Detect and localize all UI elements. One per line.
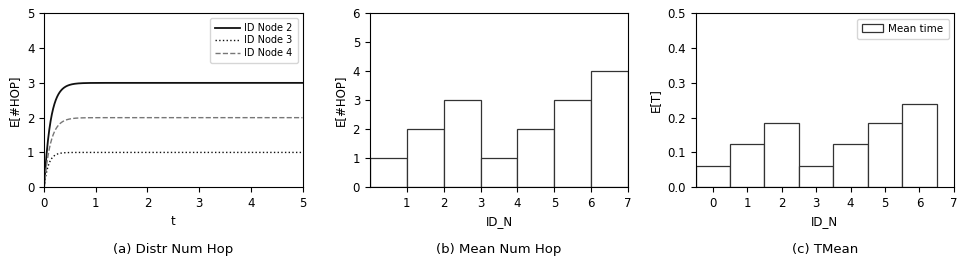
ID Node 2 [164, 81, 176, 84]
Bar [407, 129, 443, 187]
ID Node 4 [157, 116, 169, 119]
ID Node 4 [290, 116, 301, 119]
Bar [764, 123, 799, 187]
Bar [518, 129, 554, 187]
ID Node 2 [242, 81, 253, 84]
Title: (a) Distr Num Hop: (a) Distr Num Hop [113, 243, 234, 256]
ID Node 3 [297, 151, 308, 154]
ID Node 4 [297, 116, 308, 119]
X-axis label: t: t [171, 216, 176, 229]
ID Node 3 [200, 151, 212, 154]
ID Node 4 [280, 116, 292, 119]
X-axis label: ID_N: ID_N [486, 216, 513, 229]
Bar [480, 158, 518, 187]
Bar [902, 104, 937, 187]
ID Node 4 [242, 116, 253, 119]
ID Node 2 [51, 95, 63, 98]
ID Node 3 [51, 153, 63, 156]
ID Node 2 [290, 81, 301, 84]
Line: ID Node 2: ID Node 2 [44, 83, 302, 187]
Y-axis label: E[#HOP]: E[#HOP] [334, 75, 347, 126]
Title: (b) Mean Num Hop: (b) Mean Num Hop [437, 243, 561, 256]
ID Node 3 [164, 151, 176, 154]
ID Node 2 [157, 81, 169, 84]
Bar [834, 144, 867, 187]
Bar [730, 144, 764, 187]
Title: (c) TMean: (c) TMean [791, 243, 858, 256]
ID Node 4 [164, 116, 176, 119]
Legend: Mean time: Mean time [857, 18, 949, 39]
ID Node 4 [51, 125, 63, 128]
Bar [696, 166, 730, 187]
ID Node 3 [289, 151, 300, 154]
Y-axis label: E[T]: E[T] [648, 88, 662, 112]
ID Node 3 [290, 151, 301, 154]
ID Node 4 [289, 116, 300, 119]
Bar [799, 166, 834, 187]
Bar [554, 100, 591, 187]
X-axis label: ID_N: ID_N [811, 216, 838, 229]
ID Node 2 [280, 81, 292, 84]
ID Node 2 [289, 81, 300, 84]
Y-axis label: E[#HOP]: E[#HOP] [9, 75, 21, 126]
Bar [443, 100, 480, 187]
Bar [867, 123, 902, 187]
Bar [591, 71, 628, 187]
ID Node 3 [242, 151, 253, 154]
ID Node 3 [157, 151, 169, 154]
ID Node 2 [39, 186, 50, 189]
ID Node 4 [39, 186, 50, 189]
Legend: ID Node 2, ID Node 3, ID Node 4: ID Node 2, ID Node 3, ID Node 4 [211, 18, 298, 63]
Bar [370, 158, 407, 187]
Line: ID Node 4: ID Node 4 [44, 118, 302, 187]
Line: ID Node 3: ID Node 3 [44, 152, 302, 187]
ID Node 3 [39, 186, 50, 189]
ID Node 2 [297, 81, 308, 84]
